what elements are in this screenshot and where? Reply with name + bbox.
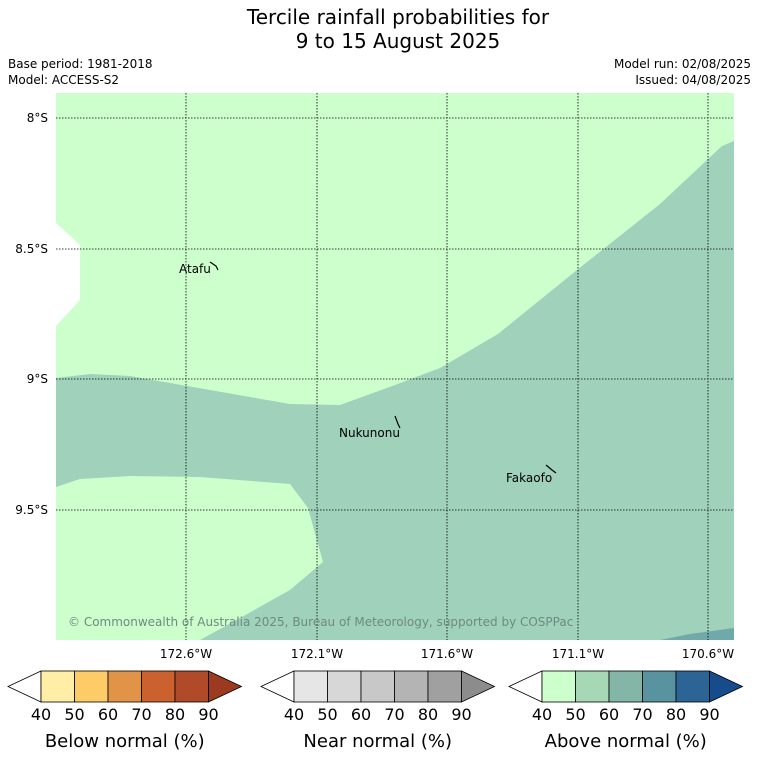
colorbar-tick-label: 90 — [699, 705, 719, 724]
model-run: Model run: 02/08/2025 — [613, 57, 751, 71]
colorbar-arrow-low — [7, 670, 42, 703]
issued-date: Issued: 04/08/2025 — [635, 73, 751, 87]
map-title-line-1: Tercile rainfall probabilities for — [246, 5, 550, 29]
colorbar-tick-label: 80 — [165, 705, 185, 724]
colorbar-tick-label: 40 — [284, 705, 304, 724]
model-name: Model: ACCESS-S2 — [8, 73, 120, 87]
fakaofo-outline — [545, 464, 557, 474]
colorbar-title: Below normal (%) — [45, 731, 205, 752]
above-normal-60-70-region — [660, 628, 734, 640]
lat-label-9s: 9°S — [27, 372, 48, 386]
map-panel — [56, 93, 734, 640]
colorbar-near: 40 50 60 70 80 90 Near normal (%) — [260, 670, 496, 752]
colorbar-tick-label: 40 — [532, 705, 552, 724]
nukunonu-outline — [394, 415, 401, 429]
atoll-outlines — [209, 261, 557, 474]
colorbar-segment — [74, 670, 109, 703]
colorbar-tick-label: 80 — [418, 705, 438, 724]
colorbar-tick-label: 90 — [198, 705, 218, 724]
lon-label-172-1w: 172.1°W — [291, 647, 343, 661]
colorbar-title: Near normal (%) — [303, 731, 452, 752]
colorbar-above: 40 50 60 70 80 90 Above normal (%) — [508, 670, 744, 752]
colorbar-title: Above normal (%) — [545, 731, 707, 752]
colorbar-tick-label: 60 — [351, 705, 371, 724]
colorbar-segment — [40, 670, 75, 703]
colorbar-segment — [642, 670, 677, 703]
colorbar-segment — [575, 670, 610, 703]
place-label-fakaofo: Fakaofo — [506, 471, 552, 485]
colorbar-tick-label: 50 — [317, 705, 337, 724]
colorbar-tick-label: 80 — [666, 705, 686, 724]
lat-label-9-5s: 9.5°S — [15, 503, 48, 517]
colorbar-arrow-high — [461, 670, 496, 703]
latitude-gridlines — [56, 117, 734, 511]
colorbar-tick-label: 90 — [451, 705, 471, 724]
colorbar-arrow-low — [508, 670, 543, 703]
colorbar-tick-label: 60 — [599, 705, 619, 724]
colorbar-tick-label: 50 — [64, 705, 84, 724]
colorbar-arrow-low — [260, 670, 295, 703]
colorbar-tick-label: 50 — [565, 705, 585, 724]
colorbar-tick-label: 70 — [131, 705, 151, 724]
colorbar-tick-label: 70 — [632, 705, 652, 724]
colorbar-arrow-high — [709, 670, 744, 703]
colorbar-segment — [675, 670, 710, 703]
lat-label-8s: 8°S — [27, 111, 48, 125]
atafu-outline — [209, 261, 219, 271]
longitude-gridlines — [185, 93, 709, 640]
lon-label-171-1w: 171.1°W — [552, 647, 604, 661]
above-normal-40-50-region — [56, 476, 323, 640]
colorbar-segment — [141, 670, 176, 703]
colorbar-tick-label: 60 — [98, 705, 118, 724]
colorbar-below: 40 50 60 70 80 90 Below normal (%) — [7, 670, 243, 752]
colorbar-segment — [107, 670, 142, 703]
copyright-notice: © Commonwealth of Australia 2025, Bureau… — [68, 615, 573, 629]
colorbar-arrow-high — [208, 670, 243, 703]
colorbar-segment — [174, 670, 209, 703]
colorbars: 40 50 60 70 80 90 Below normal (%) 40 50 60 70 80 90… — [7, 670, 744, 752]
colorbar-segment — [427, 670, 462, 703]
lat-label-8-5s: 8.5°S — [15, 242, 48, 256]
lon-label-171-6w: 171.6°W — [421, 647, 473, 661]
colorbar-segment — [541, 670, 576, 703]
colorbar-tick-label: 70 — [384, 705, 404, 724]
colorbar-segment — [327, 670, 362, 703]
colorbar-segment — [394, 670, 429, 703]
place-label-nukunonu: Nukunonu — [339, 426, 400, 440]
map-title-line-2: 9 to 15 August 2025 — [295, 29, 501, 53]
lon-label-172-6w: 172.6°W — [160, 647, 212, 661]
place-label-atafu: Atafu — [179, 262, 211, 276]
colorbar-segment — [608, 670, 643, 703]
lon-label-170-6w: 170.6°W — [682, 647, 734, 661]
base-period: Base period: 1981-2018 — [8, 57, 153, 71]
colorbar-segment — [293, 670, 328, 703]
colorbar-segment — [360, 670, 395, 703]
colorbar-tick-label: 40 — [31, 705, 51, 724]
